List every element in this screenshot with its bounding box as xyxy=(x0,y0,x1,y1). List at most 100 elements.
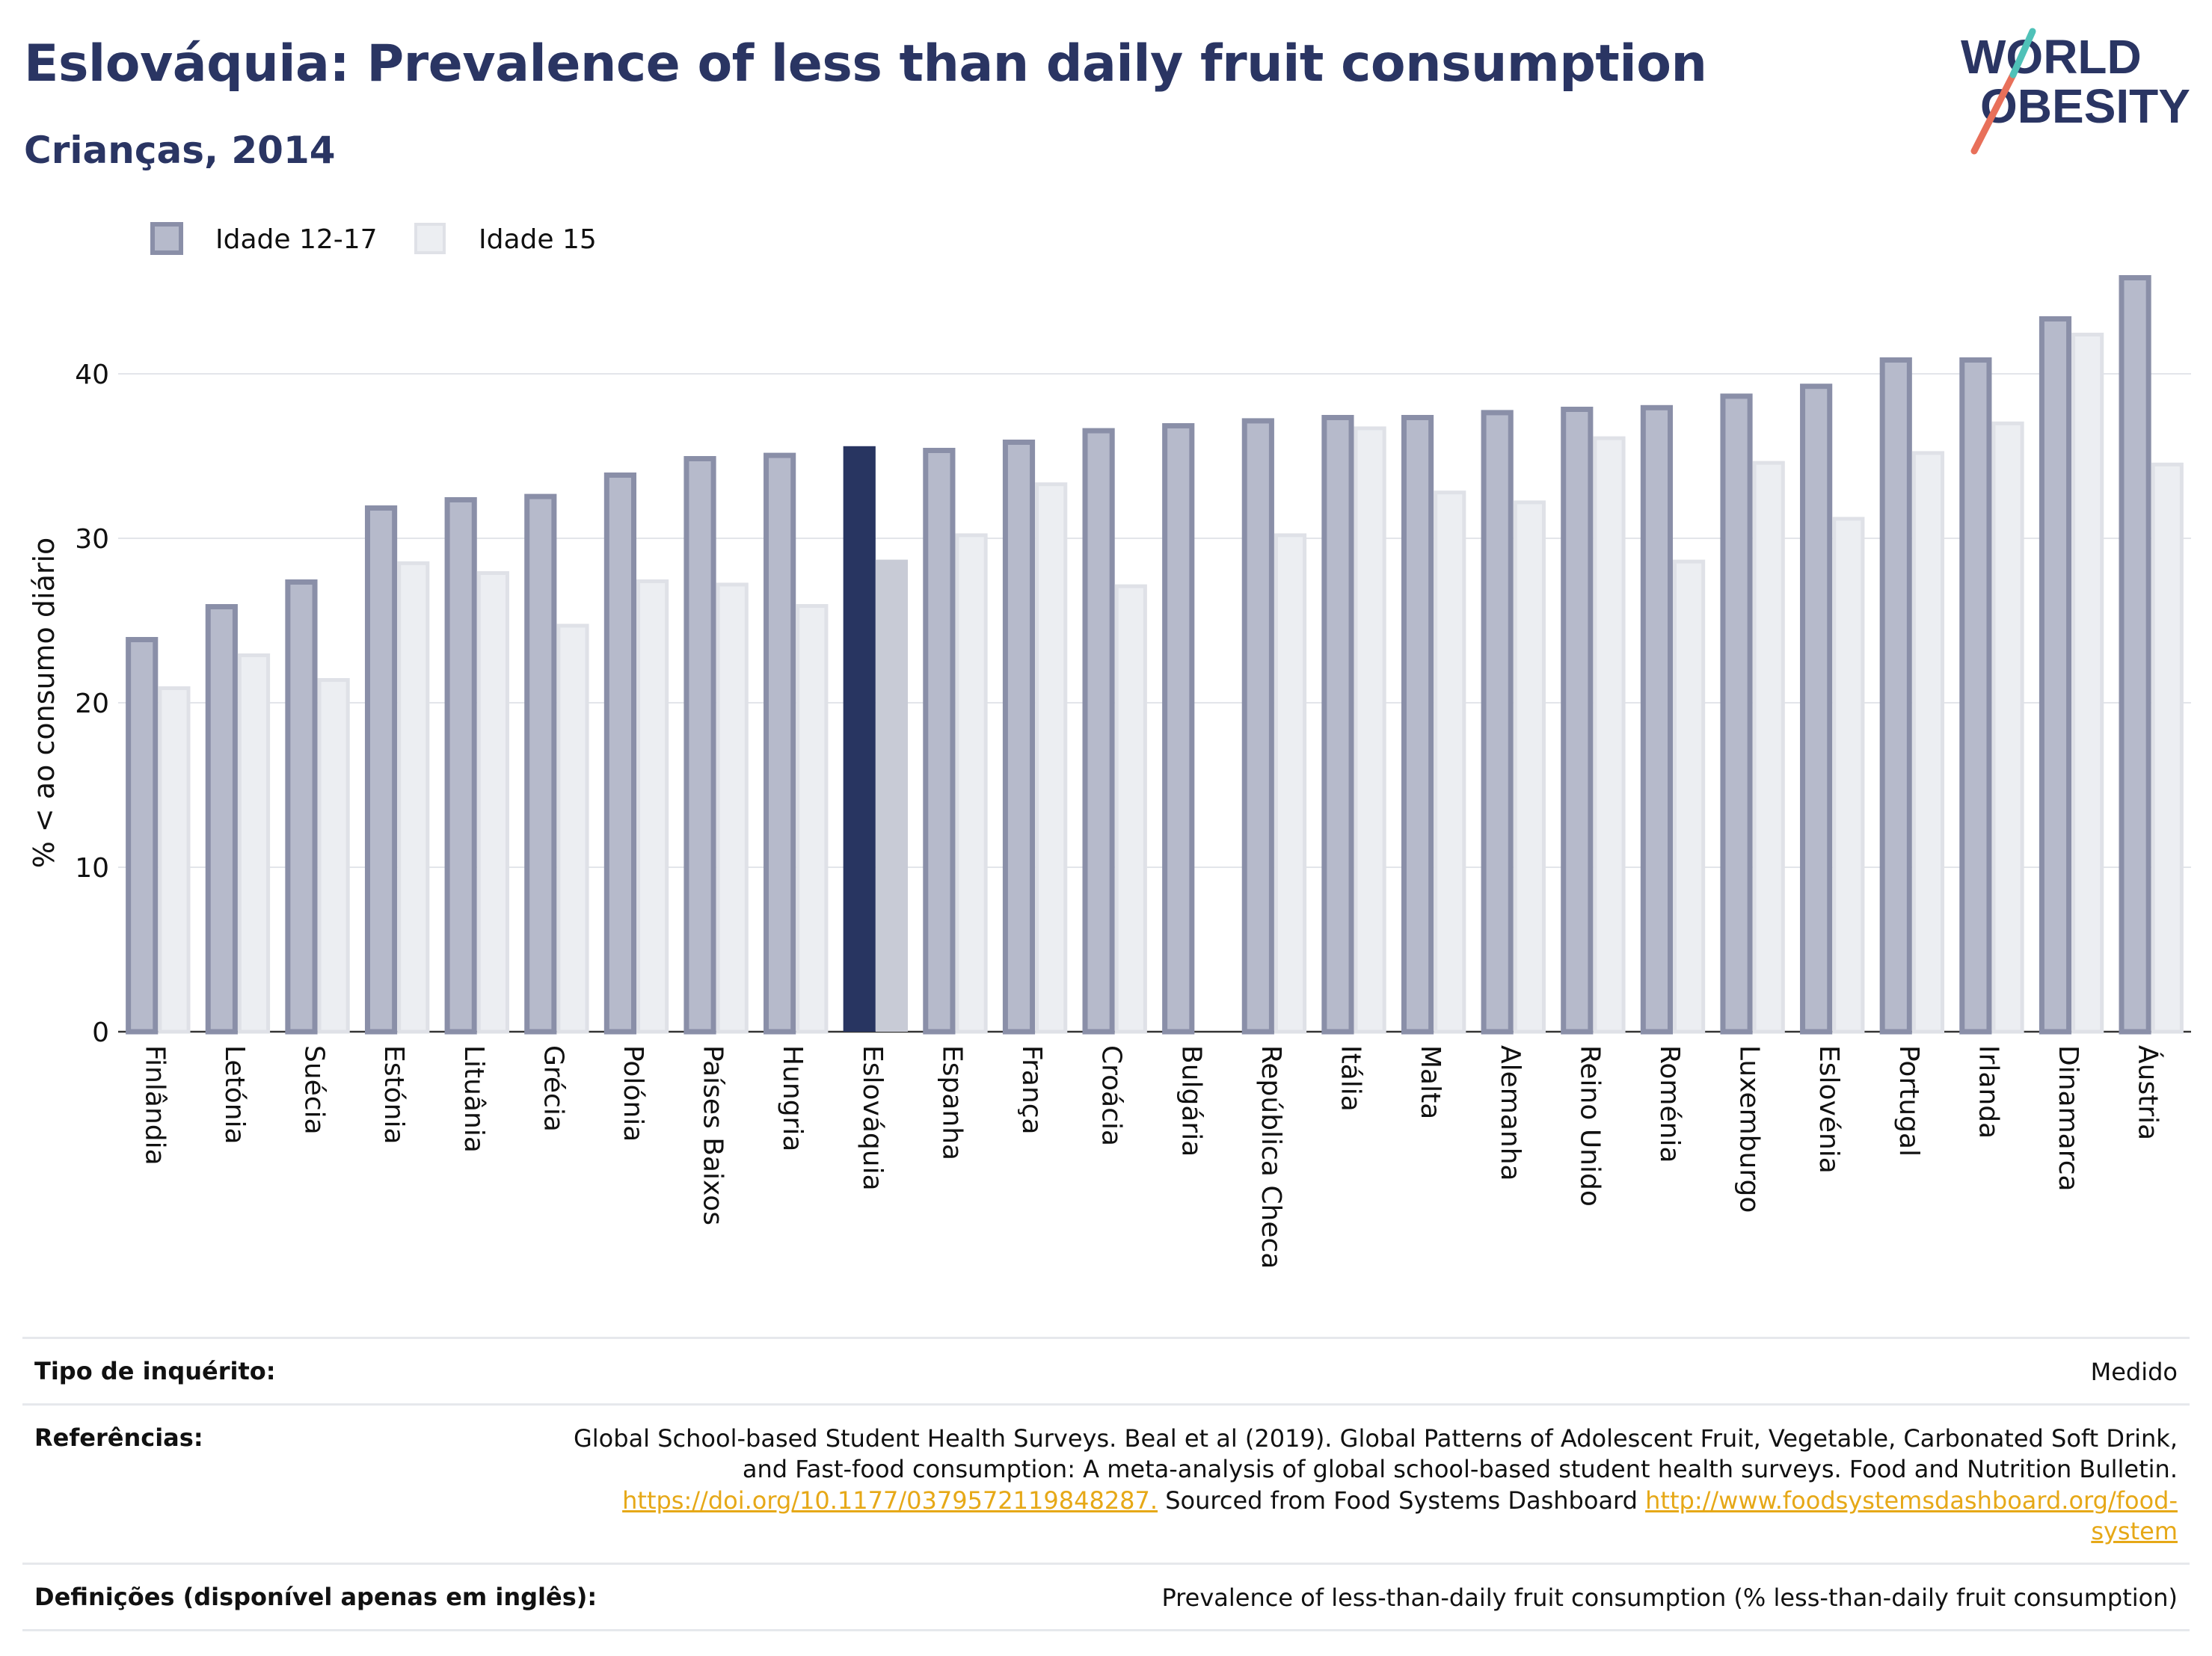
definitions-label: Definições (disponível apenas em inglês)… xyxy=(34,1582,597,1611)
logo-line-2: OBESITY xyxy=(1980,79,2190,133)
legend: Idade 12-17 Idade 15 xyxy=(150,222,597,255)
bar-age-15 xyxy=(158,686,191,1034)
x-tick-label: Roménia xyxy=(1654,1045,1685,1163)
bar-age-15 xyxy=(1434,490,1466,1034)
bar-age-15 xyxy=(1991,421,2024,1034)
y-tick-label: 10 xyxy=(75,853,109,884)
survey-type-label: Tipo de inquérito: xyxy=(34,1357,276,1385)
x-tick-label: Hungria xyxy=(777,1045,808,1151)
bar-age-12-17 xyxy=(1082,428,1115,1035)
bar-age-12-17 xyxy=(1162,423,1195,1035)
x-tick-label: Dinamarca xyxy=(2053,1045,2083,1192)
bar-age-15 xyxy=(796,604,829,1034)
survey-type-row: Tipo de inquérito: Medido xyxy=(22,1337,2190,1403)
bar-age-15 xyxy=(1354,426,1386,1034)
survey-type-value: Medido xyxy=(2090,1358,2178,1386)
bar-age-12-17 xyxy=(2039,316,2072,1035)
bar-age-15 xyxy=(237,653,271,1034)
bar-age-12-17 xyxy=(205,604,238,1035)
bar-age-12-17 xyxy=(1720,393,1753,1035)
x-tick-label: Eslovénia xyxy=(1813,1045,1844,1174)
y-tick-label: 0 xyxy=(92,1018,109,1048)
bar-age-15 xyxy=(1832,517,1865,1034)
chart-subtitle: Crianças, 2014 xyxy=(24,129,336,172)
bar-age-15 xyxy=(476,571,509,1034)
x-tick-label: Reino Unido xyxy=(1574,1045,1605,1207)
x-tick-label: Suécia xyxy=(299,1045,330,1135)
bar-age-12-17 xyxy=(1321,415,1354,1035)
logo-slash-upper xyxy=(2009,28,2036,79)
x-tick-label: Luxemburgo xyxy=(1734,1045,1765,1213)
doi-link[interactable]: https://doi.org/10.1177/0379572119848287… xyxy=(622,1486,1158,1515)
bar-age-12-17 xyxy=(285,579,318,1035)
bar-age-12-17 xyxy=(1401,415,1434,1035)
bar-age-15 xyxy=(1593,436,1626,1034)
bar-age-15 xyxy=(317,678,350,1034)
legend-label: Idade 15 xyxy=(479,224,597,255)
bar-age-12-17 xyxy=(603,473,636,1035)
definitions-value: Prevalence of less-than-daily fruit cons… xyxy=(1161,1583,2178,1612)
bar-age-15 xyxy=(1114,584,1147,1034)
bars xyxy=(126,275,2184,1035)
x-tick-label: República Checa xyxy=(1256,1045,1286,1269)
x-tick-label: França xyxy=(1016,1045,1047,1135)
bar-age-15 xyxy=(1911,451,1945,1034)
bar-age-12-17 xyxy=(444,497,477,1035)
bar-age-15 xyxy=(1752,461,1785,1034)
references-sourced-text: Sourced from Food Systems Dashboard xyxy=(1158,1486,1646,1515)
bar-age-12-17 xyxy=(1002,440,1036,1035)
x-tick-label: Malta xyxy=(1415,1045,1446,1119)
logo-slash-lower xyxy=(1970,71,2017,155)
bar-age-15 xyxy=(1513,500,1546,1034)
x-tick-label: Lituânia xyxy=(458,1045,489,1153)
bar-age-15 xyxy=(2071,333,2104,1034)
y-axis-label: % < ao consumo diário xyxy=(28,538,61,869)
bar-age-12-17 xyxy=(1640,404,1674,1035)
references-row: Referências: Global School-based Student… xyxy=(22,1403,2190,1563)
bar-age-12-17 xyxy=(1879,357,1912,1035)
bar-age-15 xyxy=(2151,462,2184,1034)
logo-line-1: WORLD xyxy=(1961,30,2142,84)
bar-age-15 xyxy=(556,624,589,1034)
y-axis-ticks: 0 10 20 30 40 xyxy=(75,360,109,1048)
legend-label: Idade 12-17 xyxy=(215,224,378,255)
bar-age-15 xyxy=(1274,533,1307,1034)
x-tick-label: Letónia xyxy=(219,1045,250,1145)
bar-age-12-17 xyxy=(843,446,876,1032)
y-tick-label: 30 xyxy=(75,524,109,555)
x-tick-label: Eslováquia xyxy=(857,1045,888,1191)
x-tick-label: Espanha xyxy=(936,1045,967,1160)
bar-age-12-17 xyxy=(923,448,956,1035)
dashboard-link-continued[interactable]: system xyxy=(2091,1517,2178,1546)
x-tick-label: Países Baixos xyxy=(698,1045,728,1225)
references-line-1: Global School-based Student Health Surve… xyxy=(573,1423,2178,1453)
bar-age-12-17 xyxy=(1800,384,1833,1035)
info-table: Tipo de inquérito: Medido Referências: G… xyxy=(22,1337,2190,1631)
references-label: Referências: xyxy=(34,1423,203,1452)
chart-title: Eslováquia: Prevalence of less than dail… xyxy=(24,34,1707,93)
bar-age-12-17 xyxy=(2119,275,2151,1035)
bar-age-12-17 xyxy=(1241,418,1274,1035)
y-tick-label: 20 xyxy=(75,689,109,719)
bar-age-12-17 xyxy=(1481,410,1514,1035)
x-tick-label: Itália xyxy=(1336,1045,1366,1112)
references-line-2: and Fast-food consumption: A meta-analys… xyxy=(742,1455,2178,1484)
bar-age-12-17 xyxy=(364,505,398,1035)
bar-age-12-17 xyxy=(1561,407,1594,1035)
bar-chart: Idade 12-17 Idade 15 0 10 20 30 40 Finlândia L… xyxy=(28,222,2191,1269)
world-obesity-logo: WORLD OBESITY xyxy=(1961,28,2190,155)
bar-age-15 xyxy=(716,582,749,1034)
references-line-3: https://doi.org/10.1177/0379572119848287… xyxy=(574,1486,2178,1517)
y-tick-label: 40 xyxy=(75,360,109,390)
bar-age-12-17 xyxy=(126,637,159,1035)
bar-age-15 xyxy=(397,561,430,1034)
bar-age-15 xyxy=(955,533,988,1034)
x-tick-label: Estónia xyxy=(378,1045,409,1145)
references-line-4: system xyxy=(574,1516,2178,1548)
bar-age-12-17 xyxy=(524,493,557,1035)
x-tick-label: Alemanha xyxy=(1495,1045,1526,1181)
x-tick-label: Finlândia xyxy=(139,1045,170,1166)
definitions-row: Definições (disponível apenas em inglês)… xyxy=(22,1562,2190,1631)
bar-age-15 xyxy=(875,559,909,1032)
dashboard-link[interactable]: http://www.foodsystemsdashboard.org/food… xyxy=(1645,1486,2178,1515)
